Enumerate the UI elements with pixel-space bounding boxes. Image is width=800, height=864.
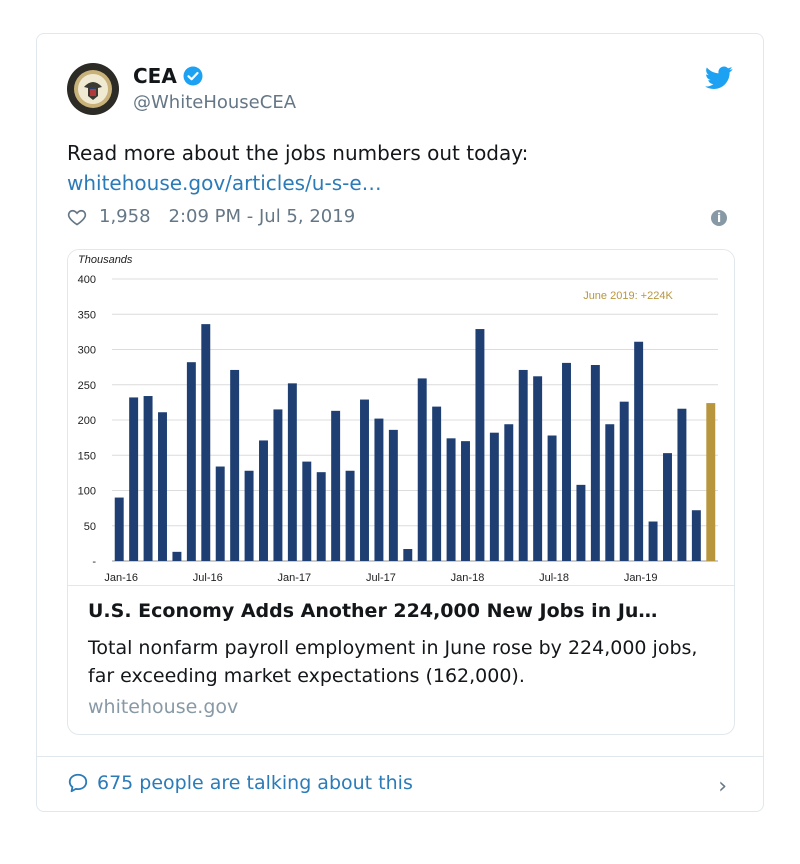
bar [706, 403, 716, 561]
bar [345, 470, 355, 561]
bar [215, 466, 225, 561]
x-tick-label: Jan-18 [451, 572, 485, 584]
bar [663, 453, 672, 561]
tweet-meta: 1,958 2:09 PM - Jul 5, 2019 [67, 206, 355, 227]
bar [273, 409, 283, 561]
bar [360, 399, 369, 561]
y-tick-label: 300 [78, 345, 96, 357]
x-tick-label: Jan-16 [104, 572, 138, 584]
bar [388, 429, 398, 561]
talking-about-link[interactable]: 675 people are talking about this [67, 772, 413, 794]
card-title[interactable]: U.S. Economy Adds Another 224,000 New Jo… [88, 600, 658, 622]
chevron-right-icon[interactable]: › [718, 774, 727, 799]
x-tick-label: Jul-17 [366, 572, 396, 584]
bar [461, 441, 470, 561]
bar [259, 440, 268, 561]
tweet-timestamp[interactable]: 2:09 PM - Jul 5, 2019 [168, 206, 356, 227]
bar [562, 362, 571, 561]
chart-annotation: June 2019: +224K [583, 290, 673, 302]
bar [158, 412, 167, 561]
bar [576, 484, 586, 561]
bar [691, 510, 701, 561]
talking-about-text[interactable]: 675 people are talking about this [97, 772, 413, 794]
tweet-text: Read more about the jobs numbers out tod… [67, 138, 727, 198]
bar [590, 365, 600, 561]
speech-bubble-icon [68, 773, 88, 793]
bar [634, 341, 644, 561]
info-icon[interactable]: i [711, 210, 727, 226]
y-tick-label: 150 [78, 450, 96, 462]
bar [504, 424, 514, 561]
bar [489, 432, 499, 561]
y-tick-label: 350 [78, 309, 96, 321]
twitter-bird-icon[interactable] [705, 66, 733, 90]
bar [186, 362, 196, 561]
account-name-text[interactable]: CEA [133, 64, 177, 88]
bar [302, 461, 312, 561]
bar [403, 549, 413, 561]
bar [172, 551, 182, 561]
bar [244, 470, 254, 561]
bar [677, 408, 687, 561]
like-count[interactable]: 1,958 [99, 206, 151, 227]
y-axis-label: Thousands [78, 254, 133, 266]
card-domain: whitehouse.gov [88, 696, 239, 718]
cea-seal-logo [68, 64, 118, 114]
bar [331, 410, 341, 561]
y-tick-label: 250 [78, 380, 96, 392]
bar [547, 435, 557, 561]
bar [446, 438, 456, 561]
bar [533, 376, 543, 561]
x-tick-label: Jan-19 [624, 572, 658, 584]
bar [417, 378, 427, 561]
bar [518, 369, 528, 561]
bar [114, 497, 124, 561]
tweet-embed: CEA @WhiteHouseCEA Read more about the j… [36, 33, 764, 812]
footer-divider [37, 756, 763, 757]
jobs-bar-chart: Thousands - 50 100 150 200 250 300 350 400 Jan-16 J… [78, 254, 718, 584]
bar [287, 383, 297, 561]
bar [432, 406, 442, 561]
bar [374, 418, 384, 561]
y-tick-label: 200 [78, 415, 96, 427]
x-tick-label: Jul-16 [193, 572, 223, 584]
y-tick-label: 100 [78, 486, 96, 498]
x-tick-label: Jan-17 [278, 572, 312, 584]
bar [605, 424, 615, 561]
verified-badge-icon [183, 66, 203, 86]
y-tick-label: 50 [84, 521, 96, 533]
account-name[interactable]: CEA [133, 64, 203, 88]
tweet-link[interactable]: whitehouse.gov/articles/u-s-e… [67, 171, 382, 195]
link-card[interactable]: Thousands - 50 100 150 200 250 300 350 400 Jan-16 J… [67, 249, 735, 735]
y-tick-label: - [92, 556, 96, 568]
bar [648, 521, 658, 561]
bar [129, 397, 139, 561]
card-image-chart: Thousands - 50 100 150 200 250 300 350 400 Jan-16 J… [68, 250, 734, 586]
heart-icon[interactable] [67, 207, 87, 227]
bar [619, 401, 629, 561]
account-handle[interactable]: @WhiteHouseCEA [133, 92, 297, 113]
tweet-body: Read more about the jobs numbers out tod… [67, 141, 529, 165]
bar [230, 369, 240, 561]
avatar[interactable] [67, 63, 119, 115]
x-tick-label: Jul-18 [539, 572, 569, 584]
bar [201, 324, 211, 561]
bar [143, 396, 153, 561]
bar [316, 472, 326, 561]
y-tick-label: 400 [78, 274, 96, 286]
card-description: Total nonfarm payroll employment in June… [88, 637, 698, 687]
bar [475, 329, 485, 561]
